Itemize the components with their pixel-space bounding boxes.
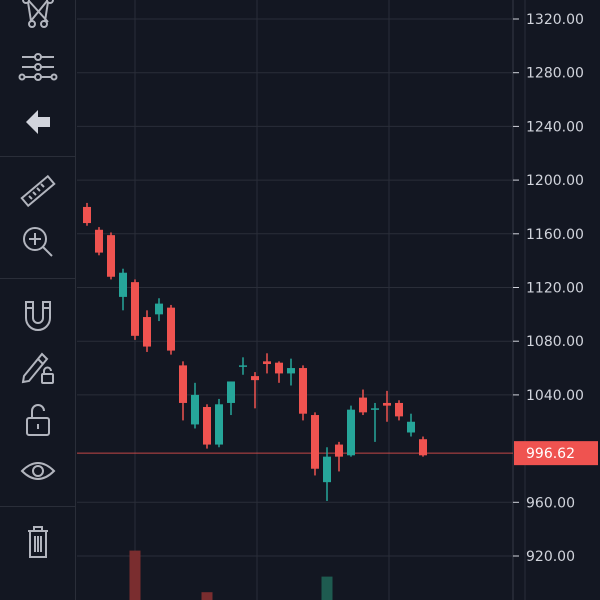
ruler-button[interactable] [14, 170, 62, 214]
candle-body [275, 362, 283, 374]
magnet-icon [25, 301, 51, 331]
candle-body [311, 415, 319, 469]
ruler-icon [20, 174, 56, 208]
candle-body [383, 402, 391, 406]
volume-bar [201, 592, 213, 600]
candle-body [179, 365, 187, 403]
price-axis-label: 1040.00 [526, 388, 584, 404]
candle-body [395, 402, 403, 417]
trash-button[interactable] [14, 520, 62, 564]
candle-body [131, 282, 139, 336]
pattern-tool-button[interactable] [14, 0, 62, 36]
candle-body [83, 206, 91, 224]
price-axis-label: 1080.00 [526, 334, 584, 350]
candle-body [263, 361, 271, 365]
unlock-button[interactable] [14, 398, 62, 442]
candle-body [119, 272, 127, 297]
candle-body [107, 235, 115, 277]
price-axis-label: 1280.00 [526, 66, 584, 82]
price-axis-label: 1320.00 [526, 12, 584, 28]
trash-icon [28, 526, 48, 558]
eye-button[interactable] [14, 449, 62, 493]
candle-body [167, 307, 175, 351]
candle-body [95, 229, 103, 253]
candle-body [359, 397, 367, 413]
last-price-badge [514, 441, 598, 466]
candle-body [227, 381, 235, 403]
unlock-icon [26, 404, 50, 436]
price-axis-label: 1200.00 [526, 173, 584, 189]
candle-body [371, 408, 379, 410]
candle-body [335, 444, 343, 457]
back-arrow-icon [26, 110, 50, 134]
toolbar-divider [0, 506, 76, 507]
lock-drawing-button[interactable] [14, 346, 62, 390]
price-axis-label: 1160.00 [526, 227, 584, 243]
price-axis-label: 960.00 [526, 495, 575, 511]
candle-body [323, 456, 331, 483]
zoom-in-icon [23, 227, 53, 257]
pattern-tool-icon [22, 0, 54, 28]
candle-body [191, 394, 199, 425]
fib-tool-button[interactable] [14, 47, 62, 91]
candle-body [419, 439, 427, 456]
candle-body [143, 317, 151, 347]
candle-body [203, 406, 211, 445]
candle-body [155, 303, 163, 315]
price-axis-label: 1120.00 [526, 281, 584, 297]
last-price-label: 996.62 [526, 446, 575, 462]
price-axis-label: 920.00 [526, 549, 575, 565]
price-chart[interactable]: 1320.00 1280.00 1240.00 1200.00 1160.00 1120.… [77, 0, 600, 600]
candle-body [215, 404, 223, 445]
eye-icon [20, 462, 56, 480]
candle-body [407, 421, 415, 433]
zoom-in-button[interactable] [14, 220, 62, 264]
volume-bar [321, 576, 333, 600]
candle-body [239, 365, 247, 367]
candle-body [287, 368, 295, 374]
back-arrow-button[interactable] [14, 100, 62, 144]
toolbar-divider [0, 278, 76, 279]
fib-tool-icon [18, 53, 58, 81]
magnet-button[interactable] [14, 294, 62, 338]
volume-bar [129, 550, 141, 600]
lock-drawing-icon [21, 352, 54, 384]
candle-body [299, 368, 307, 414]
drawing-toolbar [0, 0, 76, 600]
price-axis-label: 1240.00 [526, 119, 584, 135]
toolbar-divider [0, 156, 76, 157]
candle-body [347, 409, 355, 456]
candle-body [251, 376, 259, 381]
